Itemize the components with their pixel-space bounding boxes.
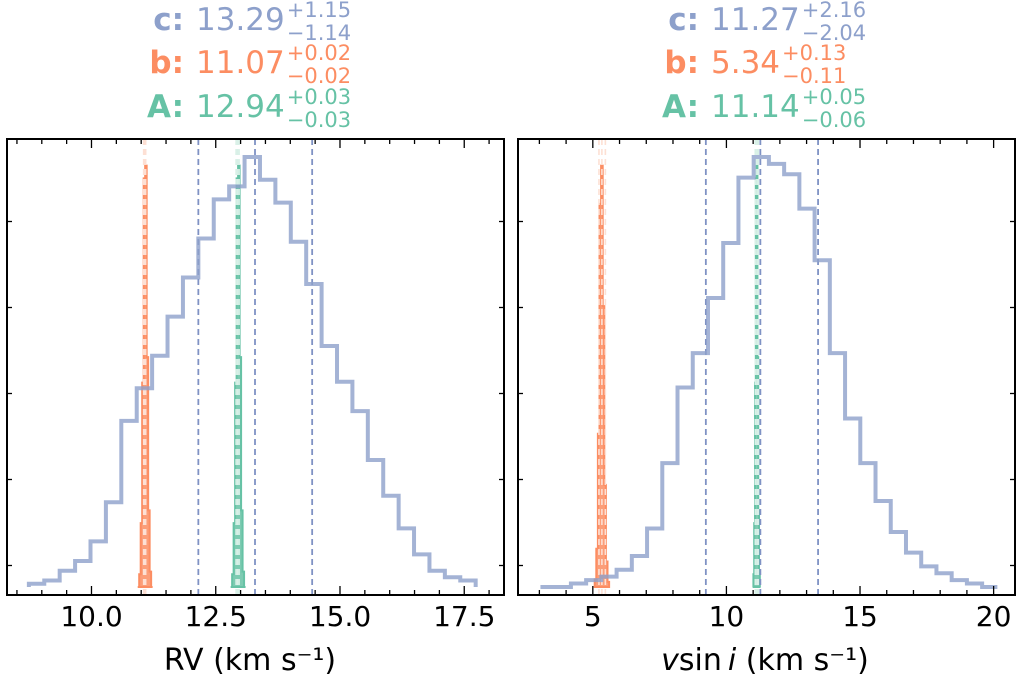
component-name: c: <box>668 2 699 38</box>
estimate-value: 13.29 <box>196 2 285 38</box>
component-name: b: <box>149 45 184 81</box>
histogram-A-1 <box>230 164 246 588</box>
estimate-value: 5.34 <box>711 45 780 81</box>
component-name: b: <box>664 45 699 81</box>
x-tick-label: 15 <box>842 600 878 633</box>
x-tick-label: 12.5 <box>185 600 247 633</box>
upper-error: +0.13 <box>782 41 846 65</box>
lower-error: −0.06 <box>802 108 866 132</box>
upper-error: +1.15 <box>287 0 351 22</box>
estimate-label-c: c: 13.29 +1.15−1.14 <box>153 0 351 45</box>
estimate-value: 11.14 <box>711 89 800 125</box>
estimate-label-c: c: 11.27 +2.16−2.04 <box>668 0 866 45</box>
upper-error: +2.16 <box>802 0 866 22</box>
x-axis-label-2: vsin i (km s⁻¹) <box>661 643 869 677</box>
estimate-label-A: A: 12.94 +0.03−0.03 <box>147 85 351 132</box>
panel-1: 10.0 12.5 15.0 17.5RV (km s⁻¹)c: 13.29 +1.15−… <box>6 0 505 677</box>
x-tick-label: 10.0 <box>60 600 122 633</box>
estimate-label-b: b: 5.34 +0.13−0.11 <box>664 41 846 88</box>
x-tick-label: 17.5 <box>433 600 495 633</box>
axes-frame-1 <box>6 138 505 596</box>
lower-error: −0.11 <box>782 64 846 88</box>
upper-error: +0.03 <box>287 85 351 109</box>
component-name: c: <box>153 2 184 38</box>
histogram-c-1 <box>26 155 478 587</box>
histogram-c-2 <box>540 155 998 589</box>
component-name: A: <box>147 89 184 125</box>
lower-error: −0.02 <box>287 64 351 88</box>
estimate-value: 12.94 <box>196 89 285 125</box>
x-tick-label: 20 <box>976 600 1012 633</box>
lower-error: −0.03 <box>287 108 351 132</box>
axes-frame-2 <box>517 138 1016 596</box>
component-name: A: <box>662 89 699 125</box>
x-tick-label: 5 <box>584 600 602 633</box>
estimate-label-A: A: 11.14 +0.05−0.06 <box>662 85 866 132</box>
x-axis-label-1: RV (km s⁻¹) <box>164 643 336 677</box>
estimate-value: 11.07 <box>196 45 285 81</box>
x-tick-label: 10 <box>709 600 745 633</box>
lower-error: −1.14 <box>287 21 351 45</box>
estimate-value: 11.27 <box>711 2 800 38</box>
plot-area-2 <box>540 139 998 595</box>
plot-area-1 <box>26 139 478 595</box>
upper-error: +0.02 <box>287 41 351 65</box>
x-tick-label: 15.0 <box>309 600 371 633</box>
lower-error: −2.04 <box>802 21 866 45</box>
upper-error: +0.05 <box>802 85 866 109</box>
estimate-label-b: b: 11.07 +0.02−0.02 <box>149 41 351 88</box>
histogram-b-1 <box>137 164 153 588</box>
